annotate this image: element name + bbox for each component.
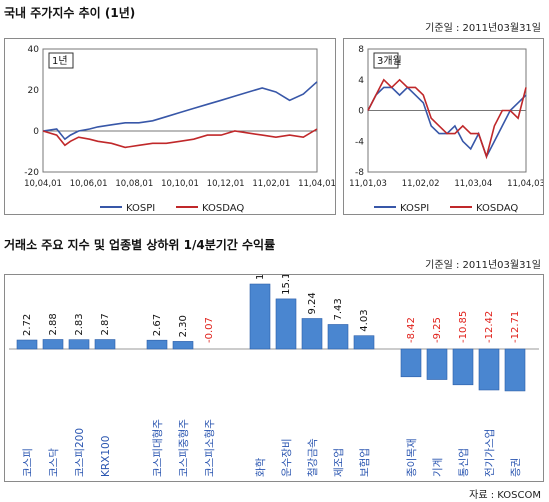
x-tick-label: 11,02,01: [252, 179, 290, 189]
section1-base-date: 기준일 : 2011년03월31일: [425, 23, 541, 34]
y-tick-label: 0: [33, 127, 39, 137]
y-tick-label: 4: [358, 76, 364, 86]
bar: [400, 348, 422, 378]
legend-label-kospi: KOSPI: [126, 203, 155, 214]
x-tick-label: 11,02,02: [402, 179, 440, 189]
category-label: 철강금속: [307, 438, 319, 477]
bar: [504, 348, 526, 392]
y-tick-label: 8: [358, 45, 364, 55]
category-label: 운수장비: [281, 438, 293, 477]
data-label: 4.03: [359, 309, 370, 331]
category-label: 화학: [255, 457, 267, 477]
section2-title: 거래소 주요 지수 및 업종별 상하위 1/4분기간 수익률: [4, 238, 276, 252]
category-label: 코스피중형주: [178, 419, 190, 477]
bar: [353, 335, 375, 350]
kospi-kosdaq-1y-chart-panel: 40 20 0 -20 10,04,01 10,06,01 10,08,01 10,10,01…: [4, 38, 336, 215]
legend-label-kospi: KOSPI: [400, 203, 429, 214]
x-tick-label: 10,12,01: [207, 179, 245, 189]
category-label: 전기가스업: [483, 429, 496, 477]
category-label: 증권: [510, 458, 522, 477]
data-label: 2.88: [48, 313, 59, 335]
bar-chart-returns: 2.72 코스피 2.88 코스닥 2.83 코스피200 2.87 KRX100 2.67 코스…: [9, 251, 539, 477]
bar: [249, 283, 271, 350]
bar: [16, 339, 38, 350]
x-tick-label: 11,01,03: [349, 179, 387, 189]
plot-area: [42, 48, 318, 173]
data-label: 7.43: [333, 298, 344, 320]
data-label: -12.71: [510, 311, 521, 343]
bar: [275, 298, 297, 350]
section2-base-date: 기준일 : 2011년03월31일: [425, 260, 541, 271]
series-line-kospi: [367, 86, 527, 159]
data-label: -0.07: [204, 317, 215, 343]
category-label: 코스피대형주: [152, 419, 164, 477]
bar: [327, 324, 349, 350]
x-tick-label: 10,04,01: [24, 179, 62, 189]
data-label: -12.42: [484, 311, 495, 343]
data-label: -9.25: [432, 317, 443, 343]
category-label: 기계: [432, 458, 444, 477]
x-tick-label: 10,08,01: [115, 179, 153, 189]
bar: [301, 318, 323, 350]
series-line-kosdaq: [367, 78, 527, 160]
x-tick-label: 11,04,03: [507, 179, 543, 189]
data-label: 2.67: [152, 314, 163, 336]
x-tick-label: 10,06,01: [70, 179, 108, 189]
x-tick-label: 11,04,01: [298, 179, 335, 189]
series-line-kospi: [42, 81, 318, 141]
series-line-kosdaq: [42, 128, 318, 149]
source-note: 자료 : KOSCOM: [469, 490, 541, 501]
category-label: KRX100: [100, 436, 112, 477]
kospi-kosdaq-3m-chart-panel: 8 4 0 -4 -8 11,01,03 11,02,02 11,03,04 11,04,03 3…: [343, 38, 545, 215]
category-label: 제조업: [332, 448, 345, 477]
bar: [42, 339, 64, 350]
bar: [426, 348, 448, 380]
y-tick-label: 20: [28, 86, 40, 96]
bar: [452, 348, 474, 386]
data-label: 2.72: [22, 314, 33, 336]
data-label: -10.85: [458, 311, 469, 343]
period-label: 1년: [52, 55, 68, 67]
returns-bar-chart-panel: 2.72 코스피 2.88 코스닥 2.83 코스피200 2.87 KRX100 2.67 코스…: [4, 251, 544, 482]
line-chart-3m: 8 4 0 -4 -811,01,03 11,02,02 11,03,04 11,04,03 3…: [349, 45, 545, 214]
legend-label-kosdaq: KOSDAQ: [202, 203, 244, 214]
bar: [68, 339, 90, 350]
data-label: -8.42: [406, 317, 417, 343]
bar: [478, 348, 500, 391]
y-tick-label: -8: [355, 168, 364, 178]
period-label-box: [373, 52, 399, 69]
period-label-box: [48, 52, 74, 69]
data-label: 2.30: [178, 315, 189, 337]
bar: [146, 339, 168, 350]
data-label: 2.87: [100, 313, 111, 335]
data-label: 15.18: [281, 275, 292, 295]
x-tick-label: 10,10,01: [161, 179, 199, 189]
data-label: 19.69: [255, 275, 266, 280]
data-label: 9.24: [307, 292, 318, 314]
y-tick-label: 0: [358, 107, 364, 117]
bar: [94, 339, 116, 350]
bar: [172, 341, 194, 350]
legend-label-kosdaq: KOSDAQ: [476, 203, 518, 214]
category-label: 종이목재: [406, 438, 418, 477]
section1-title: 국내 주가지수 추이 (1년): [4, 6, 136, 20]
category-label: 코스피: [22, 448, 34, 477]
data-label: 2.83: [74, 313, 85, 335]
category-label: 보험업: [358, 448, 371, 477]
category-label: 코스피200: [74, 428, 86, 477]
y-tick-label: -20: [24, 168, 39, 178]
category-label: 통신업: [457, 448, 470, 477]
category-label: 코스닥: [48, 448, 60, 477]
category-label: 코스피소형주: [204, 419, 216, 477]
period-label: 3개월: [377, 55, 402, 67]
y-tick-label: -4: [355, 137, 364, 147]
x-tick-label: 11,03,04: [454, 179, 492, 189]
y-tick-label: 40: [28, 45, 40, 55]
